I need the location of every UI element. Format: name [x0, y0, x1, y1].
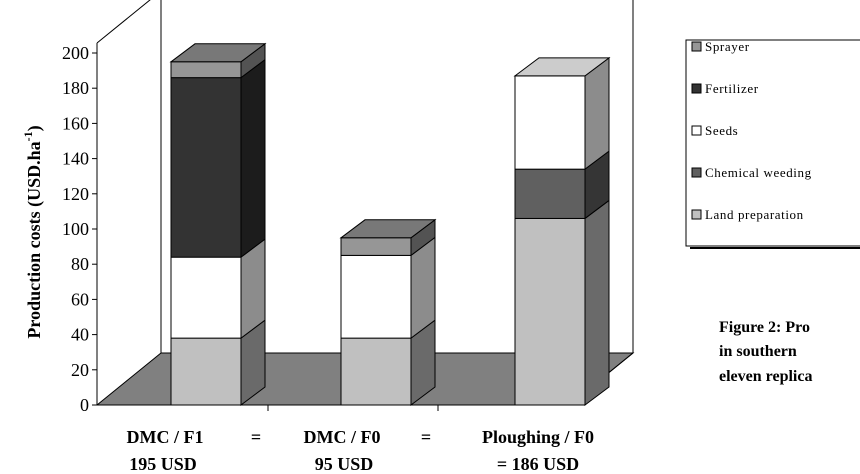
bar-front-face: [170, 61, 242, 79]
y-tick-label-60: 60: [71, 289, 89, 309]
bar-side-face: [240, 58, 266, 259]
y-axis-title-superscript: -1: [21, 131, 35, 141]
category-labels: DMC / F1 = DMC / F0 = Ploughing / F0 195…: [127, 427, 595, 474]
svg-text:Production costs (USD.ha-1): Production costs (USD.ha-1): [21, 125, 45, 338]
category-total-2: 95 USD: [315, 454, 374, 474]
bar-1-sprayer: [170, 42, 266, 79]
y-tick-label-40: 40: [71, 325, 89, 345]
caption-line-2: in southern: [719, 343, 797, 360]
bar-2-sprayer: [340, 218, 436, 257]
bar-front-face: [340, 337, 412, 406]
legend: Sprayer Fertilizer Seeds Chemical weeding La…: [685, 39, 860, 249]
legend-swatch-fertilizer: [691, 83, 702, 94]
category-total-1: 195 USD: [129, 454, 197, 474]
y-tick-label-180: 180: [62, 78, 89, 98]
bars: [169, 42, 611, 406]
y-axis-title-text: Production costs (USD.ha: [24, 141, 45, 338]
category-label-1: DMC / F1: [127, 427, 204, 447]
category-separator-2: =: [421, 427, 431, 447]
bar-2-seeds: [340, 236, 436, 340]
category-separator-1: =: [251, 427, 261, 447]
bar-3-top-face: [513, 57, 611, 77]
bar-front-face: [514, 217, 586, 406]
back-wall: [160, 0, 634, 353]
bar-front-face: [170, 77, 242, 258]
caption-line-3: eleven replica: [719, 368, 812, 385]
bar-1-seeds: [170, 238, 266, 340]
bar-front-face: [514, 75, 586, 170]
bar-2-land-preparation: [340, 319, 436, 406]
y-tick-label-160: 160: [62, 113, 89, 133]
y-tick-label-140: 140: [62, 149, 89, 169]
legend-box: [685, 39, 860, 247]
category-total-3: = 186 USD: [497, 454, 579, 474]
side-wall-top-edge: [96, 0, 151, 44]
legend-swatch-sprayer: [691, 41, 702, 52]
legend-items: Sprayer Fertilizer Seeds Chemical weeding La…: [691, 39, 812, 222]
legend-swatch-land-preparation: [691, 209, 702, 220]
legend-swatch-chemical-weeding: [691, 167, 702, 178]
y-tick-label-120: 120: [62, 184, 89, 204]
y-tick-label-0: 0: [80, 395, 89, 415]
bar-1-top-face: [169, 43, 267, 63]
legend-label-land-preparation: Land preparation: [705, 207, 804, 222]
bar-front-face: [340, 254, 412, 339]
bar-front-face: [170, 337, 242, 406]
bar-front-face: [340, 237, 412, 256]
y-axis-title-close: ): [24, 125, 45, 131]
y-tick-label-100: 100: [62, 219, 89, 239]
y-tick-label-20: 20: [71, 360, 89, 380]
legend-label-seeds: Seeds: [705, 123, 738, 138]
y-axis: 0 20 40 60 80 100 120 140 160 180 200: [62, 43, 569, 415]
legend-label-chemical-weeding: Chemical weeding: [705, 165, 812, 180]
bar-side-face: [584, 56, 610, 171]
y-axis-title: Production costs (USD.ha-1): [21, 125, 45, 338]
caption-line-1: Figure 2: Pro: [719, 319, 810, 336]
y-tick-label-80: 80: [71, 254, 89, 274]
bar-front-face: [514, 168, 586, 219]
legend-label-sprayer: Sprayer: [705, 39, 750, 54]
y-tick-label-200: 200: [62, 43, 89, 63]
category-label-2: DMC / F0: [304, 427, 381, 447]
bar-3-seeds: [514, 56, 610, 171]
bar-1-fertilizer: [170, 58, 266, 259]
bar-front-face: [170, 256, 242, 339]
legend-swatch-seeds: [691, 125, 702, 136]
bar-side-face: [584, 199, 610, 406]
figure-caption: Figure 2: Pro in southern eleven replica: [719, 319, 812, 385]
bar-2-top-face: [339, 219, 437, 239]
bar-3-land-preparation: [514, 199, 610, 406]
bar-1-land-preparation: [170, 319, 266, 406]
legend-label-fertilizer: Fertilizer: [705, 81, 759, 96]
category-label-3: Ploughing / F0: [482, 427, 594, 447]
bar-3-chemical-weeding: [514, 150, 610, 220]
